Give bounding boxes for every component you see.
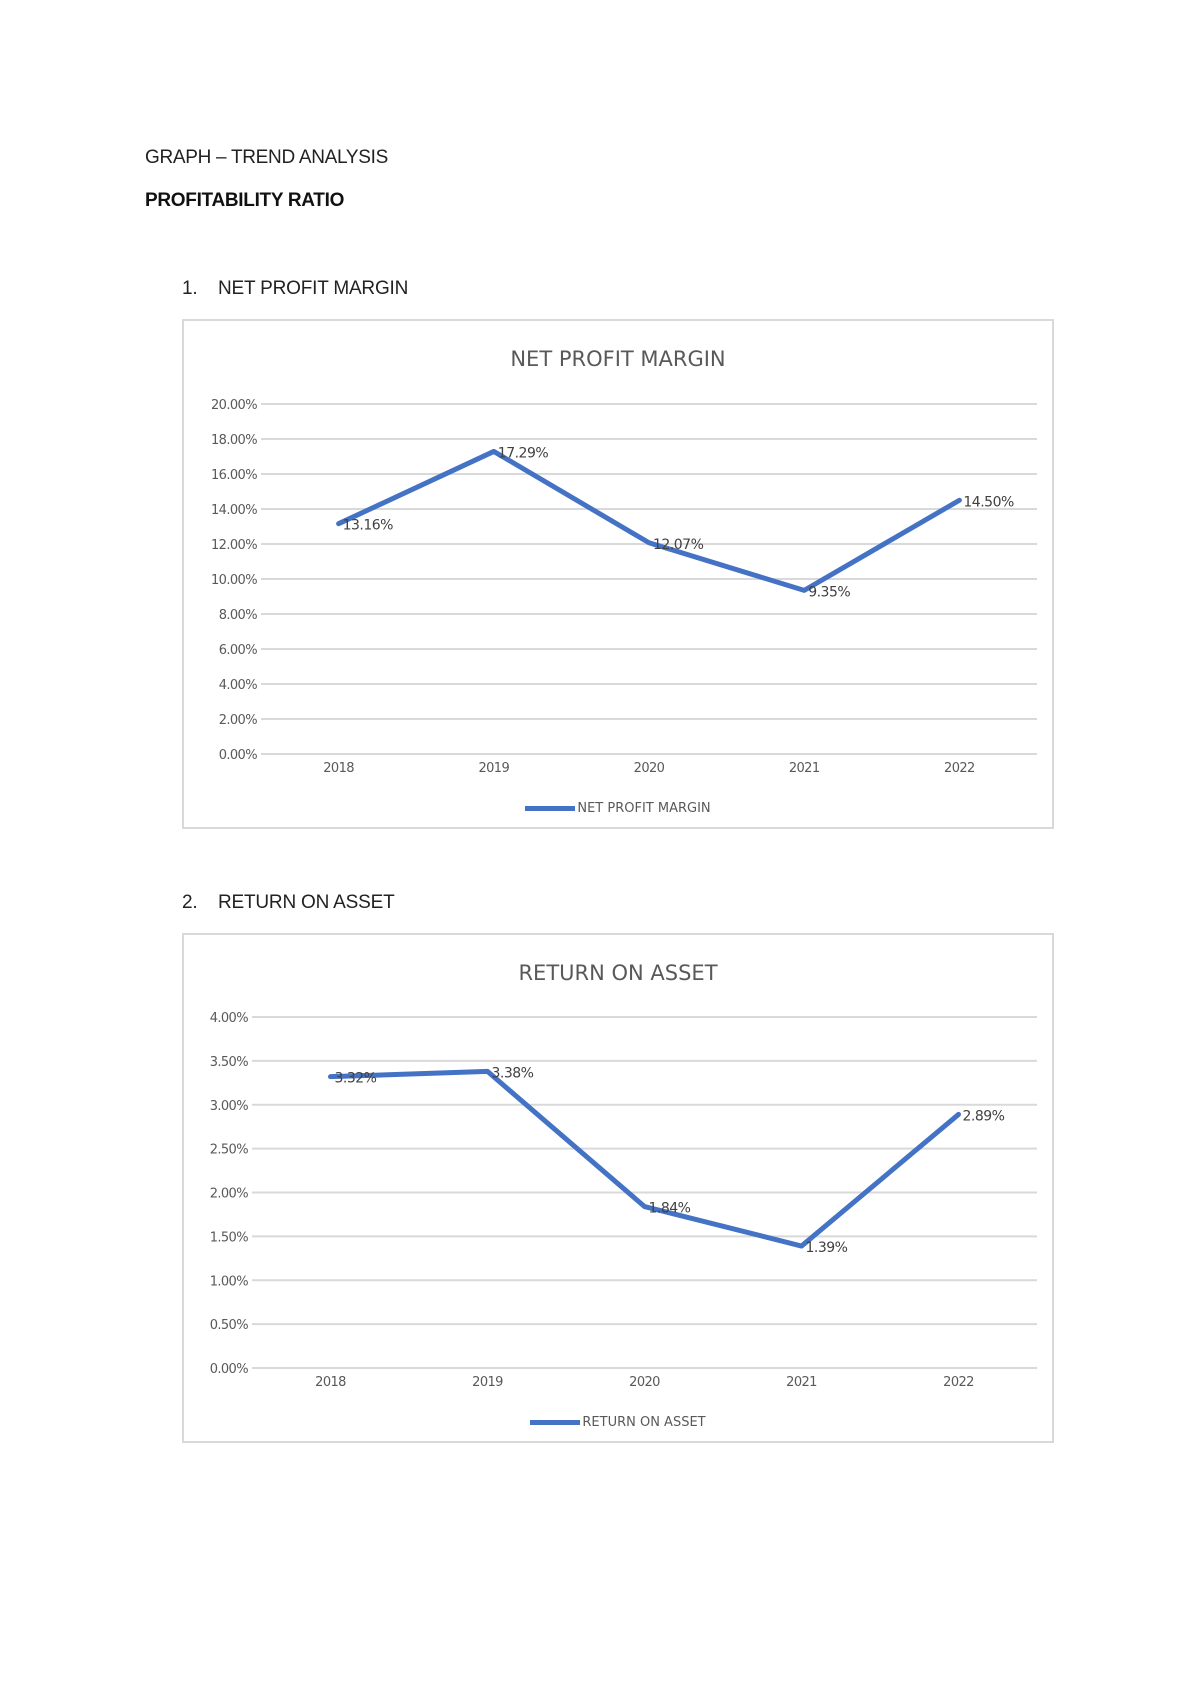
chart-legend: NET PROFIT MARGIN [184,801,1052,816]
x-tick-label: 2019 [478,761,509,776]
data-label: 13.16% [343,518,394,534]
y-tick-label: 3.00% [210,1099,249,1114]
legend-line-icon [525,806,576,811]
y-tick-label: 2.50% [210,1143,249,1158]
section-heading: PROFITABILITY RATIO [145,190,345,211]
y-tick-label: 4.00% [210,1011,249,1026]
list-number: 1. [182,278,198,299]
data-label: 9.35% [808,584,850,600]
y-tick-label: 1.00% [210,1274,249,1289]
data-label: 1.84% [649,1201,691,1217]
x-tick-label: 2021 [786,1375,817,1390]
y-tick-label: 16.00% [211,468,257,483]
y-tick-label: 2.00% [210,1187,249,1202]
x-tick-label: 2018 [315,1375,346,1390]
y-tick-label: 0.50% [210,1318,249,1333]
chart-plot-area: 0.00% 2.00% 4.00% 6.00% 8.00% 10.00% 12.00% 14.… [211,398,1037,776]
legend-label: RETURN ON ASSET [582,1415,706,1430]
legend-label: NET PROFIT MARGIN [577,801,711,816]
y-tick-label: 20.00% [211,398,257,413]
y-tick-label: 12.00% [211,538,257,553]
chart-plot-area: 0.00% 0.50% 1.00% 1.50% 2.00% 2.50% 3.00% 3.50%… [210,1011,1037,1390]
series-line [328,1068,961,1249]
data-label: 3.38% [492,1065,534,1081]
chart-legend: RETURN ON ASSET [184,1415,1052,1430]
y-tick-label: 4.00% [219,678,258,693]
data-label: 14.50% [963,494,1014,510]
y-tick-label: 2.00% [219,713,258,728]
legend-line-icon [530,1420,581,1425]
document-heading: GRAPH – TREND ANALYSIS [145,147,388,168]
data-label: 12.07% [653,537,704,553]
y-tick-label: 14.00% [211,503,257,518]
data-label: 1.39% [806,1240,848,1256]
x-tick-label: 2021 [789,761,820,776]
x-tick-label: 2020 [634,761,665,776]
x-tick-label: 2018 [323,761,354,776]
y-tick-label: 18.00% [211,433,257,448]
x-tick-label: 2022 [943,1375,974,1390]
chart-title: NET PROFIT MARGIN [510,347,726,371]
data-label: 3.32% [335,1071,377,1087]
chart-title: RETURN ON ASSET [518,961,718,985]
net-profit-margin-chart: NET PROFIT MARGIN 0.00% 2.00% 4.00% 6.00% 8.… [182,319,1054,829]
return-on-asset-chart: RETURN ON ASSET 0.00% 0.50% 1.00% 1.50% 2.00… [182,933,1054,1443]
y-tick-label: 10.00% [211,573,257,588]
y-tick-label: 0.00% [210,1362,249,1377]
y-tick-label: 6.00% [219,643,258,658]
y-tick-label: 1.50% [210,1230,249,1245]
x-tick-label: 2019 [472,1375,503,1390]
list-label: NET PROFIT MARGIN [218,278,409,299]
y-tick-label: 3.50% [210,1055,249,1070]
data-label: 2.89% [963,1108,1005,1124]
y-tick-label: 8.00% [219,608,258,623]
x-tick-label: 2020 [629,1375,660,1390]
data-label: 17.29% [498,445,549,461]
list-label: RETURN ON ASSET [218,892,395,913]
x-tick-label: 2022 [944,761,975,776]
series-line [336,448,962,593]
y-tick-label: 0.00% [219,748,258,763]
list-number: 2. [182,892,198,913]
